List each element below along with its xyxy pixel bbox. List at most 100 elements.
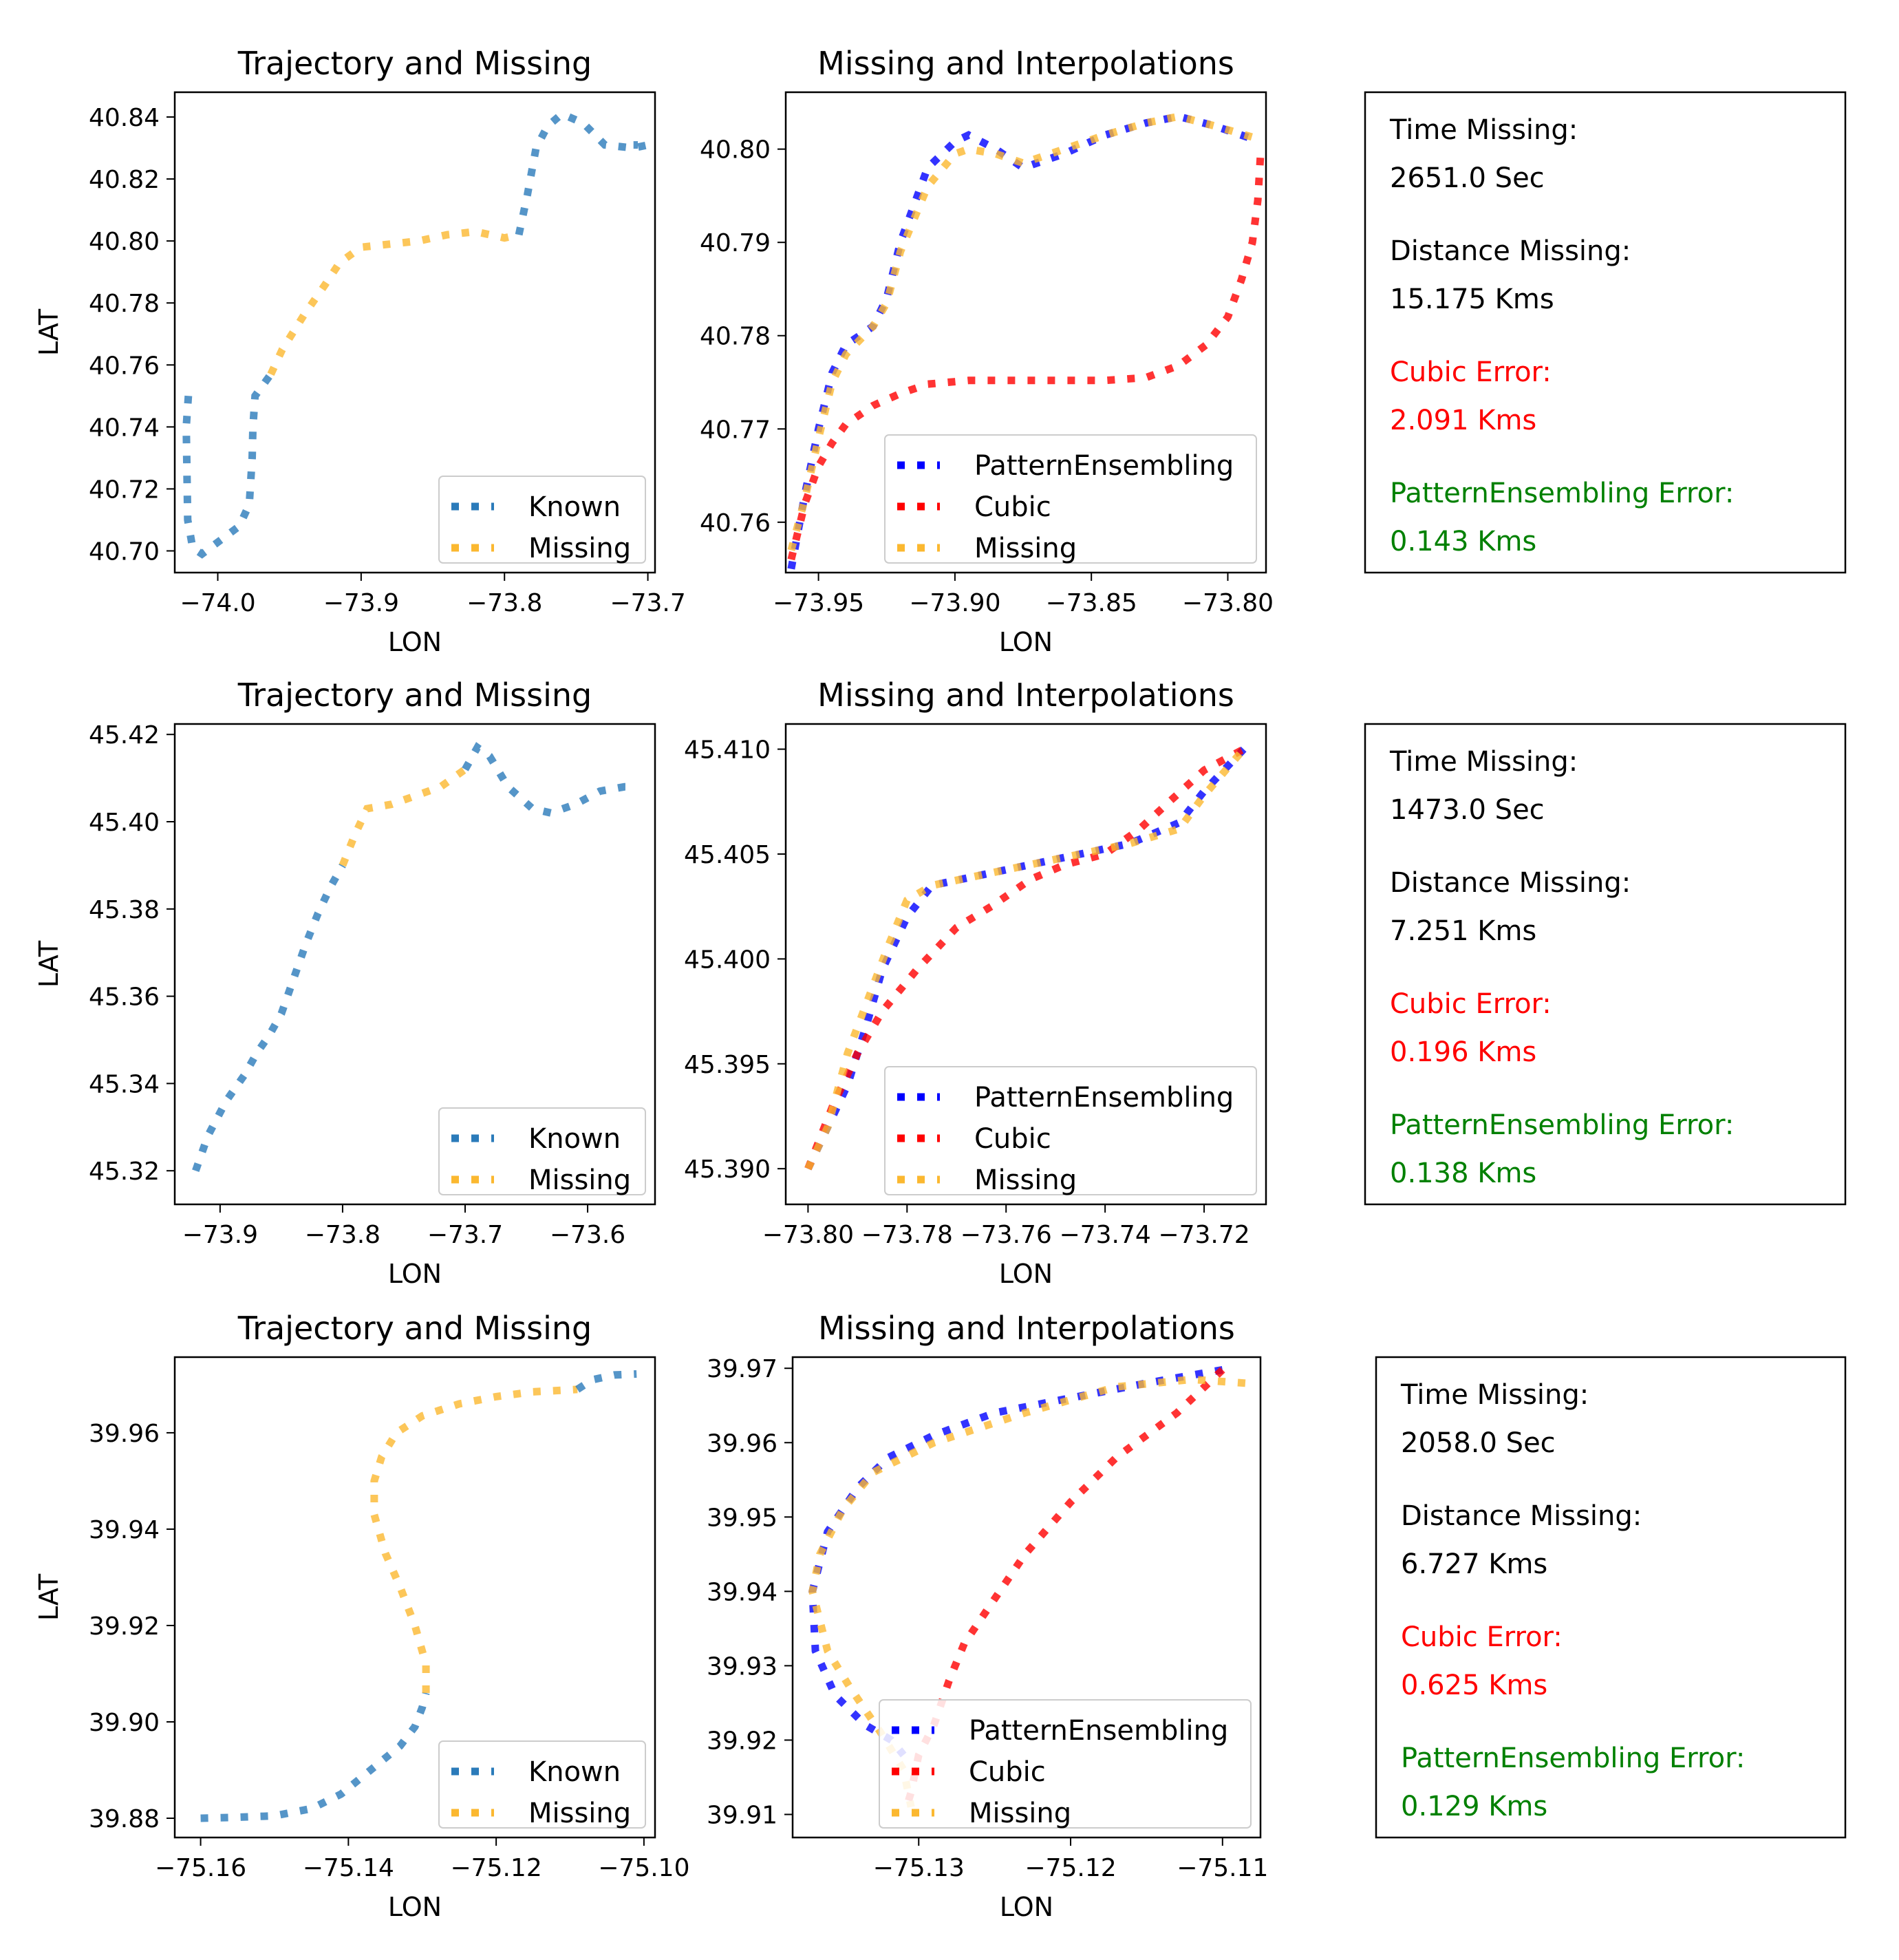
y-tick-label: 39.88 [89,1805,160,1833]
time-missing-label: Time Missing: [1400,1379,1589,1411]
x-tick-label: −75.16 [155,1854,246,1882]
legend-label-missing: Missing [528,533,631,564]
x-axis-label: LON [999,627,1053,657]
y-tick-label: 39.93 [707,1652,777,1681]
legend-box [884,1066,1257,1195]
x-axis-label: LON [999,1259,1053,1289]
y-tick-label: 39.92 [89,1612,160,1641]
time-missing-value: 2058.0 Sec [1401,1427,1556,1459]
pattern-error-value: 0.129 Kms [1401,1791,1547,1822]
x-axis-label: LON [388,1259,442,1289]
cubic-error-label: Cubic Error: [1390,988,1552,1020]
series-line-missing-3 [808,1375,1246,1808]
y-tick-label: 40.70 [89,537,160,566]
y-tick-label: 39.96 [89,1420,160,1448]
y-tick-label: 39.94 [707,1578,777,1606]
chart-5: −75.16 −75.14 −75.12 −75.10 39.88 39.90 39.92 3… [34,1310,690,1922]
x-tick-label: −73.80 [762,1221,854,1249]
time-missing-label: Time Missing: [1389,114,1578,146]
axes-frame [173,91,656,574]
distance-missing-label: Distance Missing: [1390,235,1631,267]
chart-2: −73.95 −73.90 −73.85 −73.80 40.76 40.77 40.78 4… [700,45,1274,657]
series-line-missing-2 [339,766,468,867]
y-tick-label: 45.42 [89,721,160,749]
series-line-missing-3 [804,747,1247,1171]
y-tick-label: 45.40 [89,809,160,837]
info-box [1364,723,1847,1206]
series-line-known-3 [575,1370,637,1393]
pattern-error-value: 0.143 Kms [1390,526,1536,557]
y-tick-label: 45.400 [684,946,771,974]
legend-label-patternensembling: PatternEnsembling [974,1082,1234,1114]
chart-6: −75.13 −75.12 −75.11 39.91 39.92 39.93 39.94 39… [707,1310,1268,1922]
x-tick-label: −74.0 [180,589,255,617]
legend-box [438,1107,646,1195]
chart-title: Missing and Interpolations [817,45,1234,82]
series-line-patternensembling-1 [787,112,1256,570]
info-panel-1: Time Missing: 2651.0 Sec Distance Missing:… [1364,91,1847,574]
x-tick-label: −73.7 [427,1221,503,1249]
x-tick-label: −73.8 [305,1221,380,1249]
legend: Known Missing [438,476,646,564]
y-tick-label: 40.76 [89,352,160,380]
y-tick-label: 40.80 [89,228,160,256]
legend-box [438,476,646,564]
cubic-error-value: 0.196 Kms [1390,1036,1536,1068]
info-panel-3: Time Missing: 2058.0 Sec Distance Missing:… [1375,1356,1847,1839]
distance-missing-value: 15.175 Kms [1390,284,1554,315]
x-tick-label: −75.12 [1024,1854,1116,1882]
legend-label-known: Known [528,1123,621,1155]
x-tick-label: −73.74 [1060,1221,1151,1249]
series-line-known-1 [200,1692,430,1822]
x-tick-label: −73.80 [1182,589,1274,617]
x-tick-label: −73.85 [1046,589,1137,617]
y-tick-label: 45.410 [684,736,771,765]
pattern-error-value: 0.138 Kms [1390,1158,1536,1189]
chart-3: −73.9 −73.8 −73.7 −73.6 45.32 45.34 45.36 45.38… [34,677,656,1289]
cubic-error-value: 0.625 Kms [1401,1670,1547,1701]
y-tick-label: 40.74 [89,414,160,442]
x-axis-label: LON [1000,1892,1053,1922]
legend-label-cubic: Cubic [974,491,1051,523]
legend-label-missing: Missing [974,1164,1077,1196]
info-box [1364,91,1847,574]
axes-frame [784,723,1267,1206]
plot-area [192,742,637,1173]
legend-box [884,434,1257,564]
legend-label-known: Known [528,491,621,523]
legend-label-cubic: Cubic [969,1756,1046,1788]
y-tick-label: 45.34 [89,1070,160,1098]
plot-area [787,112,1265,570]
axes-frame [784,91,1267,574]
x-tick-label: −73.95 [773,589,864,617]
legend: PatternEnsembling Cubic Missing [879,1699,1252,1829]
y-tick-label: 40.80 [700,136,771,164]
y-tick-label: 45.390 [684,1155,771,1184]
chart-title: Trajectory and Missing [237,677,592,714]
chart-title: Missing and Interpolations [818,1310,1235,1347]
x-tick-label: −73.7 [610,589,685,617]
y-axis-label: LAT [34,1573,64,1621]
legend: PatternEnsembling Cubic Missing [884,1066,1257,1196]
x-tick-label: −75.10 [598,1854,689,1882]
y-tick-label: 40.76 [700,509,771,537]
cubic-error-label: Cubic Error: [1401,1621,1563,1653]
y-tick-label: 39.94 [89,1516,160,1544]
axes-frame [791,1356,1262,1839]
legend-label-known: Known [528,1756,621,1788]
y-tick-label: 40.82 [89,166,160,194]
distance-missing-value: 7.251 Kms [1390,915,1536,947]
time-missing-value: 1473.0 Sec [1390,794,1545,826]
x-tick-label: −73.9 [323,589,399,617]
info-panel-2: Time Missing: 1473.0 Sec Distance Missing:… [1364,723,1847,1206]
y-tick-label: 40.78 [700,323,771,351]
legend-label-missing: Missing [969,1798,1071,1829]
chart-1: −74.0 −73.9 −73.8 −73.7 40.70 40.72 40.74 40.76… [34,45,686,657]
y-tick-label: 39.95 [707,1504,777,1532]
y-tick-label: 39.97 [707,1355,777,1383]
y-tick-label: 39.96 [707,1429,777,1458]
time-missing-label: Time Missing: [1389,746,1578,778]
x-tick-label: −73.78 [861,1221,953,1249]
x-axis-label: LON [388,627,442,657]
y-tick-label: 40.77 [700,416,771,444]
